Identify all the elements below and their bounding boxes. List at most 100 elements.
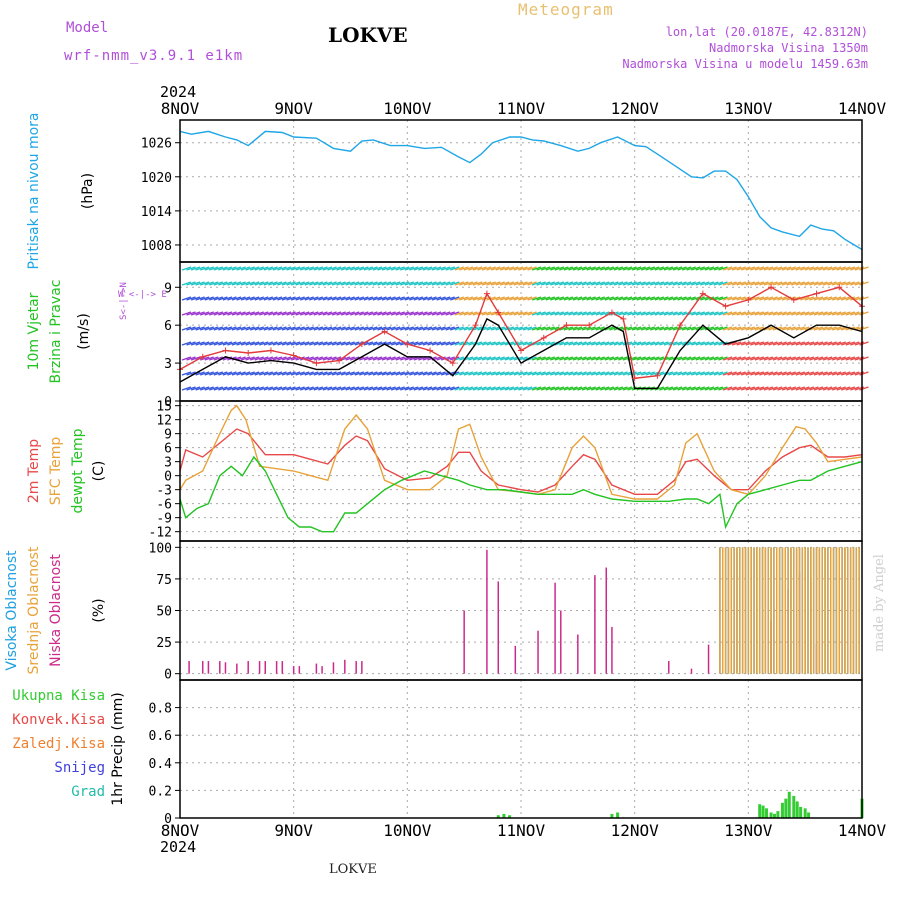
wind-barb (677, 326, 687, 331)
wind-barb (227, 281, 237, 286)
wind-barb (227, 296, 237, 301)
wind-barb (813, 341, 824, 346)
wind-barb (759, 356, 769, 361)
wind-barb (613, 281, 624, 286)
wind-barb (636, 356, 646, 361)
wind-barb (645, 311, 655, 316)
wind-barb (490, 356, 501, 361)
wind-barb (772, 311, 783, 316)
wind-barb (313, 281, 324, 286)
wind-barb (586, 341, 596, 346)
wind-barb (181, 371, 192, 376)
wind-barb (795, 386, 806, 391)
wind-barb (436, 341, 446, 346)
panel-pressure: 1008 1014 1020 1026 Pritisak na nivou mora (h… (26, 112, 863, 270)
wind-barb (859, 281, 869, 286)
wind-barb (745, 386, 756, 391)
wind-barb (727, 266, 737, 271)
wind-barb (504, 371, 515, 376)
gust-marker (608, 309, 615, 316)
wind-barb (645, 281, 655, 286)
wind-barb (572, 281, 583, 286)
wind-barb (309, 266, 319, 271)
wind-barb (590, 356, 601, 361)
wind-barb (622, 281, 633, 286)
wind-barb (313, 386, 324, 391)
wind-barb (845, 296, 856, 301)
wind-barb (463, 281, 474, 286)
wind-barb (195, 326, 205, 331)
wind-barb (422, 341, 433, 346)
wind-barb (845, 311, 856, 316)
y-tick-label: -3 (156, 484, 172, 499)
ylabel-temp: SFC Temp (48, 437, 64, 506)
wind-barb (409, 296, 419, 301)
wind-barb (509, 311, 519, 316)
wind-barb (754, 281, 765, 286)
ylabel-precip: 1hr Precip (mm) (110, 692, 126, 805)
y-tick-label: 0.8 (149, 702, 172, 717)
wind-barb (663, 281, 674, 286)
wind-barb (409, 371, 419, 376)
wind-barb (318, 281, 328, 286)
wind-barb (822, 311, 833, 316)
wind-barb (286, 371, 296, 376)
wind-barb (772, 356, 783, 361)
wind-barb (486, 371, 496, 376)
wind-barb (754, 341, 765, 346)
wind-barb (554, 371, 565, 376)
wind-barb (636, 311, 646, 316)
wind-barb (181, 356, 192, 361)
wind-barb (190, 311, 201, 316)
wind-barb (336, 386, 346, 391)
wind-barb (527, 281, 537, 286)
wind-barb (240, 326, 251, 331)
wind-barb (195, 296, 205, 301)
wind-barb (290, 386, 301, 391)
gust-marker (620, 315, 627, 322)
wind-barb (636, 296, 646, 301)
wind-barb (318, 326, 328, 331)
wind-barb (350, 296, 360, 301)
wind-barb (336, 326, 346, 331)
wind-barb (227, 311, 237, 316)
wind-barb (286, 311, 296, 316)
wind-barb (440, 386, 451, 391)
y-tick-label: 0.4 (149, 757, 173, 772)
wind-barb (813, 326, 824, 331)
gust-marker (745, 296, 752, 303)
wind-barb (736, 296, 746, 301)
wind-barb (513, 371, 524, 376)
wind-barb (850, 341, 860, 346)
wind-barb (572, 386, 583, 391)
wind-barb (345, 281, 355, 286)
wind-barb (822, 281, 833, 286)
wind-barb (831, 266, 842, 271)
wind-barb (781, 281, 792, 286)
wind-barb (477, 386, 487, 391)
gust-marker (722, 303, 729, 310)
wind-barb (822, 266, 833, 271)
wind-barb (659, 266, 669, 271)
wind-barb (595, 281, 605, 286)
wind-barb (554, 386, 565, 391)
wind-barb (295, 326, 305, 331)
wind-barb (495, 371, 505, 376)
wind-barb (777, 281, 787, 286)
wind-barb (754, 326, 765, 331)
wind-barb (468, 386, 478, 391)
gust-marker (699, 290, 706, 297)
wind-barb (227, 326, 237, 331)
wind-barb (281, 326, 292, 331)
wind-barb (700, 386, 710, 391)
wind-barb (381, 371, 392, 376)
wind-barb (359, 371, 369, 376)
wind-barb (286, 281, 296, 286)
wind-barb (327, 266, 337, 271)
wind-barb (327, 296, 337, 301)
wind-barb (686, 281, 696, 286)
x-tick-label-top: 12NOV (611, 99, 660, 118)
wind-barb (477, 266, 487, 271)
wind-barb (563, 281, 574, 286)
wind-barb (500, 341, 510, 346)
